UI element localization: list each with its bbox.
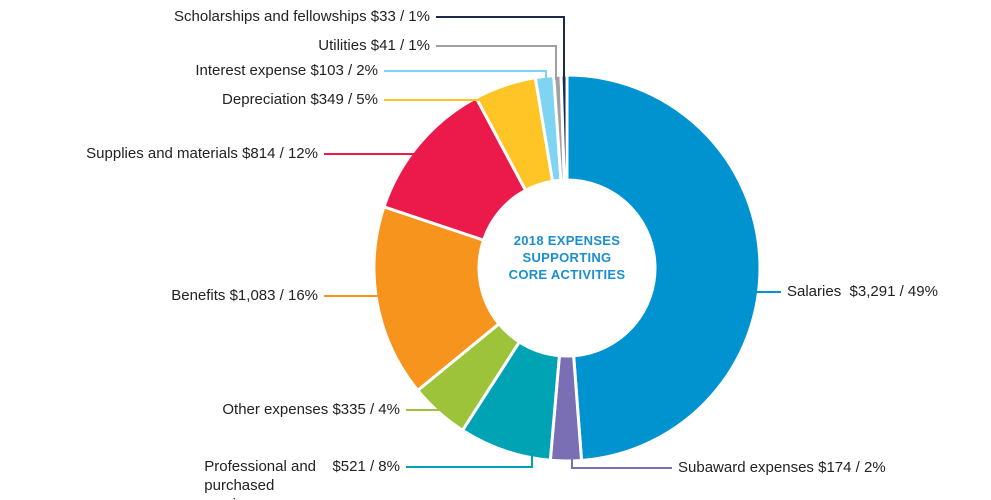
segment-label: Supplies and materials $814 / 12%: [86, 144, 318, 163]
value-label: $335 / 4%: [332, 401, 400, 418]
segment-label: Scholarships and fellowships $33 / 1%: [174, 7, 430, 26]
leader-line: [384, 99, 486, 108]
value-label: $1,083 / 16%: [229, 287, 318, 304]
donut-segment: [565, 73, 762, 463]
value-label: $174 / 2%: [818, 459, 886, 476]
category-name: Utilities: [318, 37, 367, 54]
category-name: Interest expense: [195, 62, 307, 79]
value-label: $814 / 12%: [242, 145, 318, 162]
segment-label: Subaward expenses $174 / 2%: [678, 458, 886, 477]
category-name: Salaries: [787, 283, 842, 300]
segment-label: Benefits $1,083 / 16%: [171, 286, 318, 305]
value-label: $33 / 1%: [370, 8, 430, 25]
value-label: $521 / 8%: [332, 458, 400, 475]
category-name: Subaward expenses: [678, 459, 814, 476]
segment-label: Depreciation $349 / 5%: [222, 90, 378, 109]
leader-line: [436, 16, 565, 80]
segment-label: Salaries $3,291 / 49%: [787, 282, 938, 301]
category-name: Benefits: [171, 287, 226, 304]
leader-line: [571, 452, 672, 469]
donut-segment: [372, 204, 502, 393]
value-label: $349 / 5%: [310, 91, 378, 108]
category-name: Professional and purchased services: [204, 458, 317, 500]
category-name: Depreciation: [222, 91, 307, 108]
leader-line: [406, 448, 533, 468]
segment-label: Interest expense $103 / 2%: [195, 61, 378, 80]
value-label: $41 / 1%: [370, 37, 430, 54]
category-name: Supplies and materials: [86, 145, 238, 162]
value-label: $3,291 / 49%: [849, 283, 938, 300]
category-name: Scholarships and fellowships: [174, 8, 367, 25]
segment-label: Other expenses $335 / 4%: [222, 400, 400, 419]
leader-line: [324, 153, 419, 170]
value-label: $103 / 2%: [310, 62, 378, 79]
leader-line: [384, 70, 547, 84]
center-label: 2018 EXPENSES SUPPORTING CORE ACTIVITIES: [508, 233, 626, 282]
segment-label: Utilities $41 / 1%: [318, 36, 430, 55]
segment-label: Professional and purchased services $521…: [204, 457, 400, 500]
category-name: Other expenses: [222, 401, 329, 418]
leader-line: [436, 45, 557, 80]
